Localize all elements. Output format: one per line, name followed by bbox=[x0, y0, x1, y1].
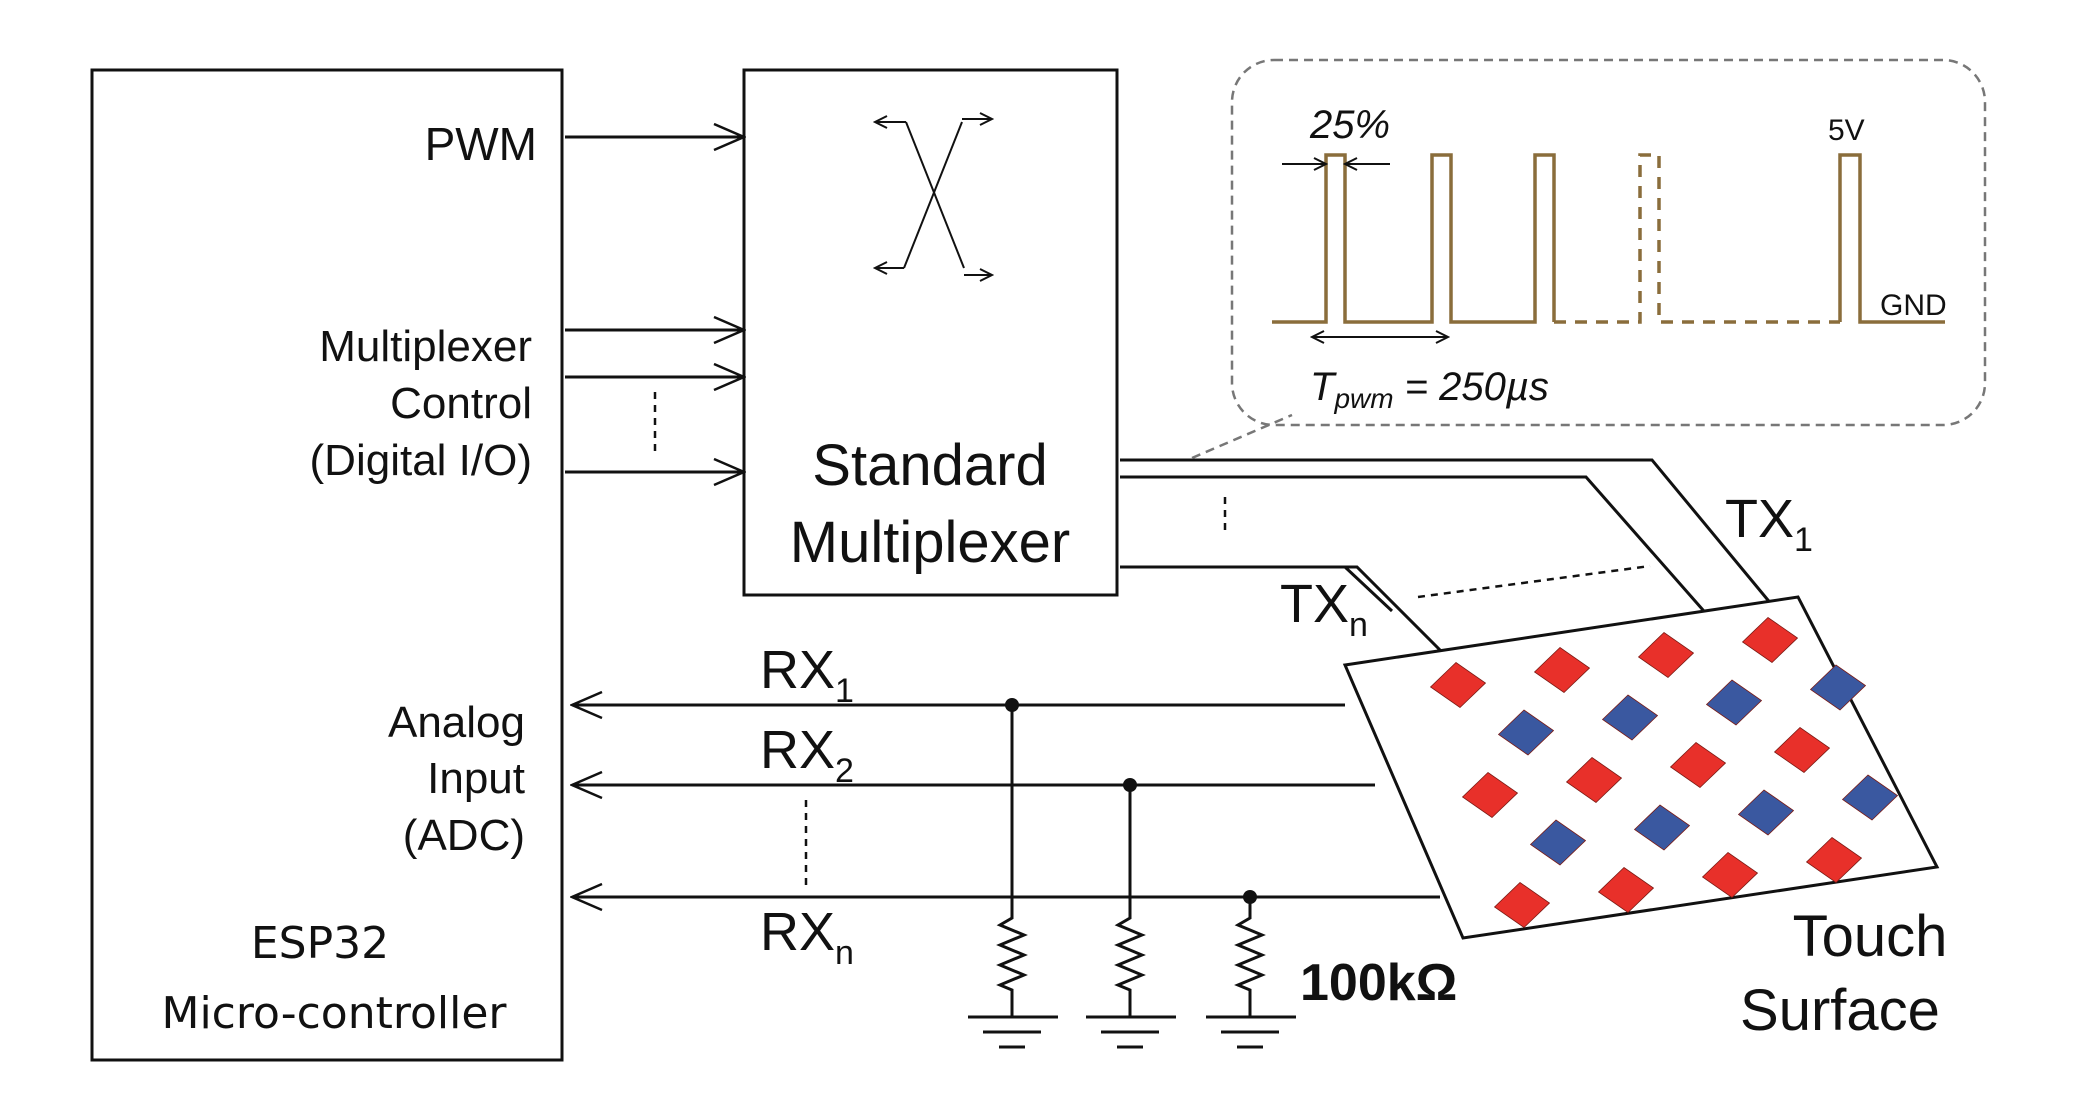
adc-label-1: Analog bbox=[388, 698, 525, 747]
tx-electrode bbox=[1493, 881, 1551, 929]
tx1-line-inner bbox=[1120, 475, 1712, 619]
resistor-rxn bbox=[1206, 890, 1296, 1049]
resistor-rx2 bbox=[1086, 778, 1176, 1049]
resistor-value-label: 100kΩ bbox=[1300, 954, 1457, 1012]
esp32-subtitle: Micro-controller bbox=[161, 988, 507, 1039]
adc-label-3: (ADC) bbox=[403, 811, 525, 860]
crossover-icon-a bbox=[905, 121, 965, 269]
crossover-icon-b bbox=[903, 121, 963, 269]
tx-electrode bbox=[1597, 866, 1655, 914]
tx-electrode bbox=[1701, 851, 1759, 899]
esp32-block: PWM Multiplexer Control (Digital I/O) An… bbox=[90, 68, 564, 1062]
rx-electrode bbox=[1601, 694, 1659, 741]
tx-electrode bbox=[1533, 646, 1591, 694]
multiplexer-label-1: Standard bbox=[812, 433, 1047, 498]
multiplexer-label-2: Multiplexer bbox=[790, 510, 1070, 575]
tx1-line-outer bbox=[1120, 458, 1774, 606]
pull-down-resistors: 100kΩ bbox=[968, 698, 1457, 1049]
mux-control-label-2: Control bbox=[390, 379, 532, 428]
tx-electrode bbox=[1429, 661, 1487, 709]
tx-ellipsis-diagonal bbox=[1417, 564, 1651, 599]
rxn-label: RXn bbox=[760, 902, 854, 972]
resistor-rx1 bbox=[968, 698, 1058, 1049]
tx-electrode bbox=[1461, 771, 1519, 819]
rx-electrode bbox=[1633, 804, 1691, 851]
mux-control-label-1: Multiplexer bbox=[319, 322, 532, 371]
tx-electrode bbox=[1565, 756, 1623, 804]
esp32-box bbox=[90, 68, 564, 1062]
pwm-label: PWM bbox=[425, 118, 537, 170]
rx-lines: RX1 RX2 RXn bbox=[572, 640, 1440, 972]
low-level-label: GND bbox=[1880, 289, 1947, 322]
pwm-waveform-tail bbox=[1838, 153, 1945, 324]
adc-label-2: Input bbox=[427, 754, 525, 803]
rx-electrode bbox=[1841, 774, 1899, 821]
txn-label: TXn bbox=[1280, 574, 1368, 644]
pwm-waveform-callout: 25% 5V GND Tpwm = 250µs bbox=[1191, 58, 1987, 460]
multiplexer-box bbox=[742, 68, 1119, 597]
touch-surface-panel bbox=[1342, 595, 1940, 940]
electrode-grid bbox=[1429, 616, 1899, 929]
touch-surface-label-1: Touch bbox=[1793, 904, 1948, 969]
esp32-name: ESP32 bbox=[251, 918, 389, 969]
tx-lines: TX1 TXn bbox=[1120, 458, 1813, 657]
tx-electrode bbox=[1773, 726, 1831, 774]
callout-leader bbox=[1191, 413, 1293, 460]
tx1-label: TX1 bbox=[1725, 489, 1813, 559]
rx-electrode bbox=[1497, 709, 1555, 756]
multiplexer-block: Standard Multiplexer bbox=[742, 68, 1119, 597]
control-signals bbox=[565, 137, 744, 472]
txn-line-inner bbox=[1120, 565, 1394, 613]
pwm-waveform bbox=[1272, 153, 1556, 324]
high-level-label: 5V bbox=[1828, 114, 1865, 147]
tx-electrode bbox=[1669, 741, 1727, 789]
rx1-label: RX1 bbox=[760, 640, 854, 710]
tx-electrode bbox=[1637, 631, 1695, 679]
touch-surface: Touch Surface bbox=[1342, 595, 1948, 1043]
tx-electrode bbox=[1741, 616, 1799, 664]
period-label: Tpwm = 250µs bbox=[1310, 365, 1549, 414]
touch-surface-label-2: Surface bbox=[1740, 978, 1940, 1043]
pwm-waveform-dashed bbox=[1554, 153, 1840, 324]
rx-electrode bbox=[1809, 664, 1867, 711]
mux-control-label-3: (Digital I/O) bbox=[310, 436, 532, 485]
rx-electrode bbox=[1529, 819, 1587, 866]
duty-cycle-label: 25% bbox=[1309, 103, 1390, 147]
rx2-label: RX2 bbox=[760, 720, 854, 790]
rx-electrode bbox=[1705, 679, 1763, 726]
tx-electrode bbox=[1805, 836, 1863, 884]
rx-electrode bbox=[1737, 789, 1795, 836]
